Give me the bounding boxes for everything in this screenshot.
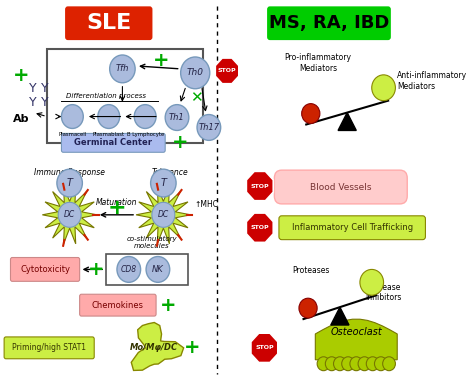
Text: Inflammatory Cell Trafficking: Inflammatory Cell Trafficking (292, 223, 413, 232)
Circle shape (98, 105, 119, 128)
Text: DC: DC (64, 210, 75, 219)
Circle shape (181, 57, 210, 89)
Text: Priming/high STAT1: Priming/high STAT1 (12, 343, 86, 352)
Circle shape (325, 357, 338, 371)
Text: +: + (88, 260, 104, 279)
Circle shape (334, 357, 346, 371)
FancyBboxPatch shape (62, 133, 165, 152)
Text: Protease
Inhibitors: Protease Inhibitors (365, 283, 402, 302)
FancyBboxPatch shape (65, 6, 153, 40)
FancyBboxPatch shape (106, 253, 188, 285)
Text: CD8: CD8 (121, 265, 137, 274)
FancyBboxPatch shape (47, 49, 203, 143)
Circle shape (358, 357, 371, 371)
Circle shape (146, 256, 170, 282)
Text: +: + (108, 198, 126, 218)
Text: Pro-inflammatory
Mediators: Pro-inflammatory Mediators (284, 53, 352, 73)
Circle shape (383, 357, 395, 371)
Text: Y: Y (29, 96, 37, 109)
Text: MS, RA, IBD: MS, RA, IBD (269, 14, 389, 32)
Text: ↑MHC: ↑MHC (194, 200, 219, 210)
Text: Th17: Th17 (198, 123, 219, 132)
Circle shape (134, 105, 156, 128)
Text: +: + (184, 338, 201, 357)
Text: Th0: Th0 (187, 68, 204, 77)
Text: Germinal Center: Germinal Center (74, 138, 152, 147)
Circle shape (372, 75, 395, 101)
Text: Ab: Ab (13, 114, 30, 123)
Polygon shape (42, 186, 97, 244)
Text: T: T (160, 178, 166, 188)
Text: Plasmacell: Plasmacell (58, 133, 86, 138)
FancyBboxPatch shape (267, 6, 391, 40)
Circle shape (299, 298, 317, 318)
Text: Y: Y (41, 82, 49, 95)
Text: T: T (67, 178, 73, 188)
Circle shape (301, 104, 320, 123)
Text: +: + (172, 133, 188, 152)
Text: Th1: Th1 (169, 113, 185, 122)
Text: Anti-inflammatory
Mediators: Anti-inflammatory Mediators (397, 71, 467, 91)
Text: Immune Response: Immune Response (34, 168, 105, 177)
Polygon shape (136, 186, 191, 244)
Text: NK: NK (152, 265, 164, 274)
Text: STOP: STOP (255, 345, 273, 351)
FancyBboxPatch shape (10, 258, 80, 281)
FancyBboxPatch shape (80, 294, 156, 316)
Polygon shape (315, 319, 397, 360)
Text: Differentiation process: Differentiation process (66, 93, 146, 99)
Text: Osteoclast: Osteoclast (330, 327, 382, 337)
Text: STOP: STOP (218, 68, 237, 74)
Text: Y: Y (29, 82, 37, 95)
Text: Plasmablast: Plasmablast (93, 133, 125, 138)
Circle shape (317, 357, 330, 371)
Text: +: + (152, 51, 169, 70)
Circle shape (165, 105, 189, 130)
Circle shape (58, 202, 81, 227)
Text: DC: DC (158, 210, 169, 219)
Circle shape (342, 357, 355, 371)
Text: STOP: STOP (250, 184, 269, 189)
Text: Y: Y (41, 96, 49, 109)
FancyBboxPatch shape (274, 170, 407, 204)
FancyBboxPatch shape (4, 337, 94, 359)
Circle shape (152, 202, 175, 227)
Circle shape (197, 115, 221, 140)
Text: Mo/Mφ/DC: Mo/Mφ/DC (130, 343, 178, 352)
Polygon shape (131, 322, 183, 370)
FancyBboxPatch shape (279, 216, 426, 240)
Text: Tolerance: Tolerance (151, 168, 188, 177)
Text: Maturation: Maturation (96, 198, 138, 207)
Text: Cytotoxicity: Cytotoxicity (20, 265, 70, 274)
Text: B Lymphocyte: B Lymphocyte (127, 133, 164, 138)
Text: STOP: STOP (250, 225, 269, 230)
Circle shape (360, 269, 383, 295)
Circle shape (117, 256, 141, 282)
Text: Tfh: Tfh (116, 64, 129, 74)
Text: SLE: SLE (86, 13, 131, 33)
Circle shape (62, 105, 83, 128)
Text: Proteases: Proteases (292, 266, 329, 275)
Circle shape (366, 357, 379, 371)
Circle shape (57, 169, 82, 197)
Text: +: + (160, 296, 176, 315)
Polygon shape (338, 112, 356, 130)
Circle shape (151, 169, 176, 197)
Text: Chemokines: Chemokines (92, 301, 144, 310)
Text: ✕: ✕ (190, 90, 202, 105)
Text: Blood Vessels: Blood Vessels (310, 182, 372, 192)
Polygon shape (331, 307, 349, 325)
Text: +: + (13, 66, 30, 85)
Text: co-stimulatory
molecules: co-stimulatory molecules (126, 236, 177, 249)
Circle shape (109, 55, 135, 83)
Circle shape (374, 357, 387, 371)
Circle shape (350, 357, 363, 371)
